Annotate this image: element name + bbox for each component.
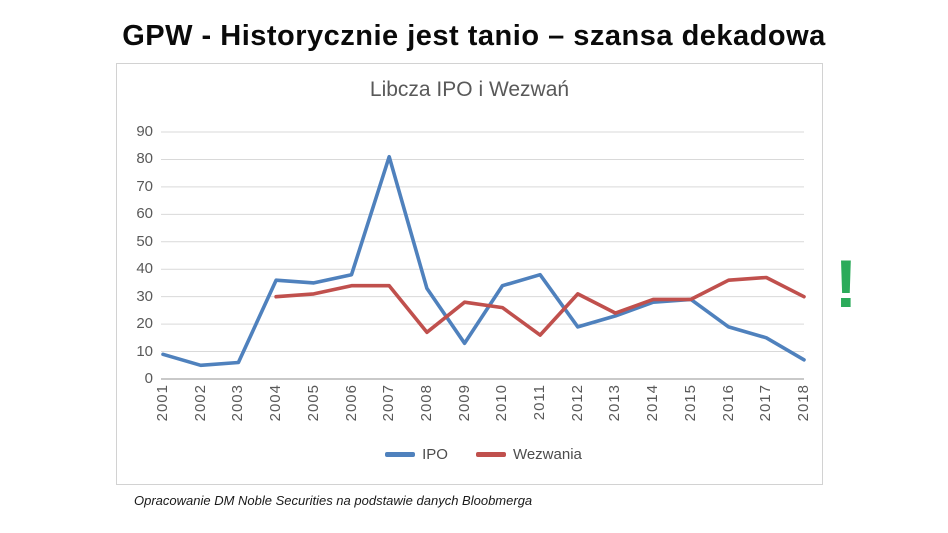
- x-tick-label: 2016: [719, 384, 737, 422]
- x-tick-label: 2017: [757, 384, 775, 422]
- slide-title: GPW - Historycznie jest tanio – szansa d…: [122, 20, 826, 52]
- legend-swatch-wezwania: [475, 452, 506, 457]
- y-tick-label: 40: [136, 260, 153, 278]
- wezwania-series-line: [274, 275, 806, 337]
- x-tick-label: 2015: [681, 384, 699, 422]
- x-tick-label: 2006: [342, 384, 360, 422]
- x-tick-label: 2018: [795, 384, 812, 422]
- chart-legend: IPO Wezwania: [163, 446, 804, 463]
- x-tick-label: 2013: [606, 384, 624, 422]
- x-tick-label: 2001: [154, 384, 171, 422]
- x-tick-label: 2012: [568, 384, 586, 422]
- y-tick-label: 80: [136, 150, 153, 168]
- chart-title: Libcza IPO i Wezwań: [369, 78, 570, 101]
- source-caption: Opracowanie DM Noble Securities na podst…: [134, 493, 533, 508]
- exclamation-annotation: !: [834, 246, 858, 322]
- x-tick-label: 2008: [417, 384, 435, 422]
- legend-label: IPO: [422, 446, 448, 463]
- chart-container: Libcza IPO i Wezwań 0 10 20 30 40 50 60 70 80 90 …: [116, 63, 823, 485]
- y-tick-label: 60: [136, 205, 153, 223]
- x-tick-label: 2014: [644, 384, 662, 422]
- x-tick-label: 2004: [267, 384, 285, 422]
- y-tick-label: 10: [136, 342, 153, 360]
- y-tick-label: 20: [136, 315, 153, 333]
- x-tick-label: 2009: [455, 384, 473, 422]
- legend-item-wezwania: Wezwania: [475, 446, 582, 463]
- y-tick-label: 0: [144, 370, 153, 387]
- x-tick-label: 2007: [380, 384, 398, 422]
- ipo-series-line: [161, 154, 806, 368]
- legend-label: Wezwania: [512, 446, 582, 463]
- x-tick-label: 2005: [304, 384, 322, 422]
- y-tick-label: 30: [136, 287, 153, 305]
- x-tick-label: 2002: [191, 384, 209, 422]
- x-tick-label: 2010: [493, 384, 511, 422]
- y-tick-label: 70: [136, 177, 153, 195]
- chart-plot-svg: [161, 131, 806, 380]
- y-tick-label: 50: [136, 232, 153, 250]
- x-tick-label: 2003: [229, 384, 247, 422]
- legend-item-ipo: IPO: [385, 446, 448, 463]
- x-tick-label: 2011: [531, 384, 549, 421]
- legend-swatch-ipo: [385, 452, 416, 457]
- y-tick-label: 90: [136, 123, 153, 140]
